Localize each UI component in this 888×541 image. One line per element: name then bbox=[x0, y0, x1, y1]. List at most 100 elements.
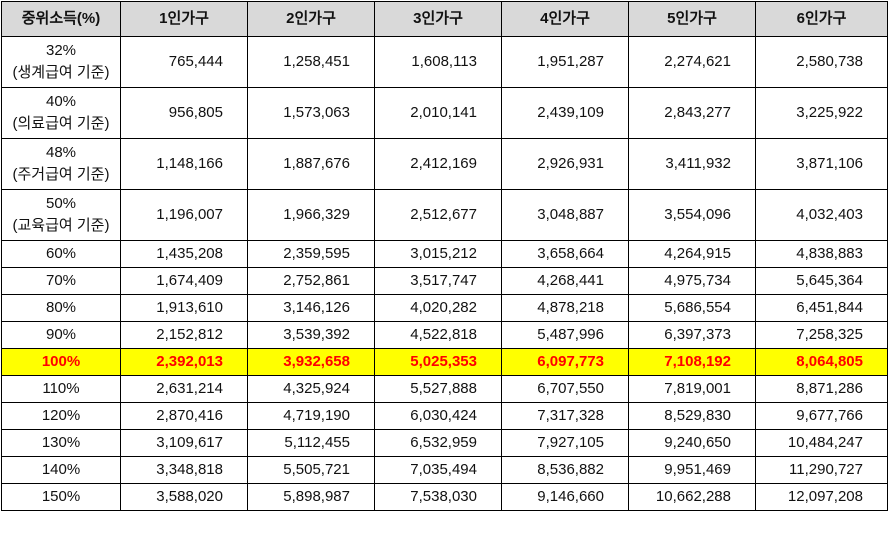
amount-cell: 7,819,001 bbox=[628, 375, 756, 403]
amount-cell: 2,752,861 bbox=[247, 267, 375, 295]
table-row: 48% (주거급여 기준) 1,148,166 1,887,676 2,412,169 2… bbox=[1, 138, 888, 190]
income-percent-label: 80% bbox=[45, 299, 77, 316]
income-percent-label: 110% bbox=[42, 380, 80, 397]
amount-cell: 3,588,020 bbox=[120, 483, 248, 511]
amount-cell: 6,532,959 bbox=[374, 429, 502, 457]
amount-cell: 2,580,738 bbox=[755, 36, 888, 88]
row-label-cell: 110% bbox=[1, 375, 121, 403]
amount-cell: 9,146,660 bbox=[501, 483, 629, 511]
table-row-highlighted: 100% 2,392,013 3,932,658 5,025,353 6,097,773… bbox=[1, 348, 888, 376]
amount-cell: 9,240,650 bbox=[628, 429, 756, 457]
amount-cell: 5,112,455 bbox=[247, 429, 375, 457]
amount-cell: 5,645,364 bbox=[755, 267, 888, 295]
amount-cell: 7,108,192 bbox=[628, 348, 756, 376]
amount-cell: 4,522,818 bbox=[374, 321, 502, 349]
amount-cell: 4,268,441 bbox=[501, 267, 629, 295]
header-median-income: 중위소득(%) bbox=[1, 1, 121, 37]
income-percent-label: 120% bbox=[41, 407, 81, 424]
amount-cell: 1,913,610 bbox=[120, 294, 248, 322]
income-percent-label: 32% bbox=[45, 42, 77, 59]
table-body: 32% (생계급여 기준) 765,444 1,258,451 1,608,113 1,9… bbox=[1, 36, 888, 511]
table-row: 40% (의료급여 기준) 956,805 1,573,063 2,010,141 2,4… bbox=[1, 87, 888, 139]
benefit-criterion-label: (교육급여 기준) bbox=[12, 217, 110, 234]
amount-cell: 2,843,277 bbox=[628, 87, 756, 139]
amount-cell: 6,707,550 bbox=[501, 375, 629, 403]
amount-cell: 6,097,773 bbox=[501, 348, 629, 376]
header-row: 중위소득(%) 1인가구 2인가구 3인가구 4인가구 5인가구 6인가구 bbox=[1, 1, 888, 37]
table-row: 120% 2,870,416 4,719,190 6,030,424 7,317,328… bbox=[1, 402, 888, 430]
amount-cell: 10,484,247 bbox=[755, 429, 888, 457]
amount-cell: 8,871,286 bbox=[755, 375, 888, 403]
table-row: 80% 1,913,610 3,146,126 4,020,282 4,878,218 5… bbox=[1, 294, 888, 322]
row-label-cell: 140% bbox=[1, 456, 121, 484]
amount-cell: 2,631,214 bbox=[120, 375, 248, 403]
amount-cell: 9,951,469 bbox=[628, 456, 756, 484]
amount-cell: 7,927,105 bbox=[501, 429, 629, 457]
amount-cell: 7,317,328 bbox=[501, 402, 629, 430]
amount-cell: 956,805 bbox=[120, 87, 248, 139]
amount-cell: 4,878,218 bbox=[501, 294, 629, 322]
row-label-cell: 48% (주거급여 기준) bbox=[1, 138, 121, 190]
table-row: 150% 3,588,020 5,898,987 7,538,030 9,146,660… bbox=[1, 483, 888, 511]
amount-cell: 2,359,595 bbox=[247, 240, 375, 268]
amount-cell: 8,064,805 bbox=[755, 348, 888, 376]
amount-cell: 2,274,621 bbox=[628, 36, 756, 88]
amount-cell: 1,148,166 bbox=[120, 138, 248, 190]
amount-cell: 3,109,617 bbox=[120, 429, 248, 457]
amount-cell: 1,608,113 bbox=[374, 36, 502, 88]
amount-cell: 765,444 bbox=[120, 36, 248, 88]
amount-cell: 3,554,096 bbox=[628, 189, 756, 241]
amount-cell: 4,264,915 bbox=[628, 240, 756, 268]
amount-cell: 2,412,169 bbox=[374, 138, 502, 190]
amount-cell: 7,035,494 bbox=[374, 456, 502, 484]
table-row: 32% (생계급여 기준) 765,444 1,258,451 1,608,113 1,9… bbox=[1, 36, 888, 88]
table-row: 50% (교육급여 기준) 1,196,007 1,966,329 2,512,677 3… bbox=[1, 189, 888, 241]
benefit-criterion-label: (의료급여 기준) bbox=[12, 115, 110, 132]
row-label-cell: 40% (의료급여 기준) bbox=[1, 87, 121, 139]
income-percent-label: 70% bbox=[45, 272, 77, 289]
amount-cell: 1,887,676 bbox=[247, 138, 375, 190]
amount-cell: 5,527,888 bbox=[374, 375, 502, 403]
amount-cell: 1,573,063 bbox=[247, 87, 375, 139]
amount-cell: 12,097,208 bbox=[755, 483, 888, 511]
amount-cell: 1,966,329 bbox=[247, 189, 375, 241]
amount-cell: 8,536,882 bbox=[501, 456, 629, 484]
amount-cell: 3,871,106 bbox=[755, 138, 888, 190]
amount-cell: 6,451,844 bbox=[755, 294, 888, 322]
amount-cell: 4,325,924 bbox=[247, 375, 375, 403]
row-label-cell: 120% bbox=[1, 402, 121, 430]
header-5-person-household: 5인가구 bbox=[628, 1, 756, 37]
amount-cell: 2,439,109 bbox=[501, 87, 629, 139]
amount-cell: 8,529,830 bbox=[628, 402, 756, 430]
benefit-criterion-label: (주거급여 기준) bbox=[12, 166, 110, 183]
amount-cell: 1,951,287 bbox=[501, 36, 629, 88]
amount-cell: 4,719,190 bbox=[247, 402, 375, 430]
header-2-person-household: 2인가구 bbox=[247, 1, 375, 37]
row-label-cell: 80% bbox=[1, 294, 121, 322]
amount-cell: 10,662,288 bbox=[628, 483, 756, 511]
amount-cell: 9,677,766 bbox=[755, 402, 888, 430]
amount-cell: 5,686,554 bbox=[628, 294, 756, 322]
amount-cell: 5,487,996 bbox=[501, 321, 629, 349]
row-label-cell: 150% bbox=[1, 483, 121, 511]
row-label-cell: 50% (교육급여 기준) bbox=[1, 189, 121, 241]
header-1-person-household: 1인가구 bbox=[120, 1, 248, 37]
income-percent-label: 130% bbox=[41, 434, 81, 451]
income-percent-label: 150% bbox=[41, 488, 81, 505]
row-label-cell: 60% bbox=[1, 240, 121, 268]
amount-cell: 3,048,887 bbox=[501, 189, 629, 241]
amount-cell: 7,258,325 bbox=[755, 321, 888, 349]
median-income-table-container: 중위소득(%) 1인가구 2인가구 3인가구 4인가구 5인가구 6인가구 32… bbox=[1, 1, 888, 511]
amount-cell: 3,348,818 bbox=[120, 456, 248, 484]
amount-cell: 3,539,392 bbox=[247, 321, 375, 349]
amount-cell: 2,512,677 bbox=[374, 189, 502, 241]
amount-cell: 3,015,212 bbox=[374, 240, 502, 268]
amount-cell: 6,030,424 bbox=[374, 402, 502, 430]
header-3-person-household: 3인가구 bbox=[374, 1, 502, 37]
amount-cell: 5,025,353 bbox=[374, 348, 502, 376]
row-label-cell: 32% (생계급여 기준) bbox=[1, 36, 121, 88]
amount-cell: 3,411,932 bbox=[628, 138, 756, 190]
row-label-cell: 90% bbox=[1, 321, 121, 349]
amount-cell: 2,010,141 bbox=[374, 87, 502, 139]
table-row: 140% 3,348,818 5,505,721 7,035,494 8,536,882… bbox=[1, 456, 888, 484]
